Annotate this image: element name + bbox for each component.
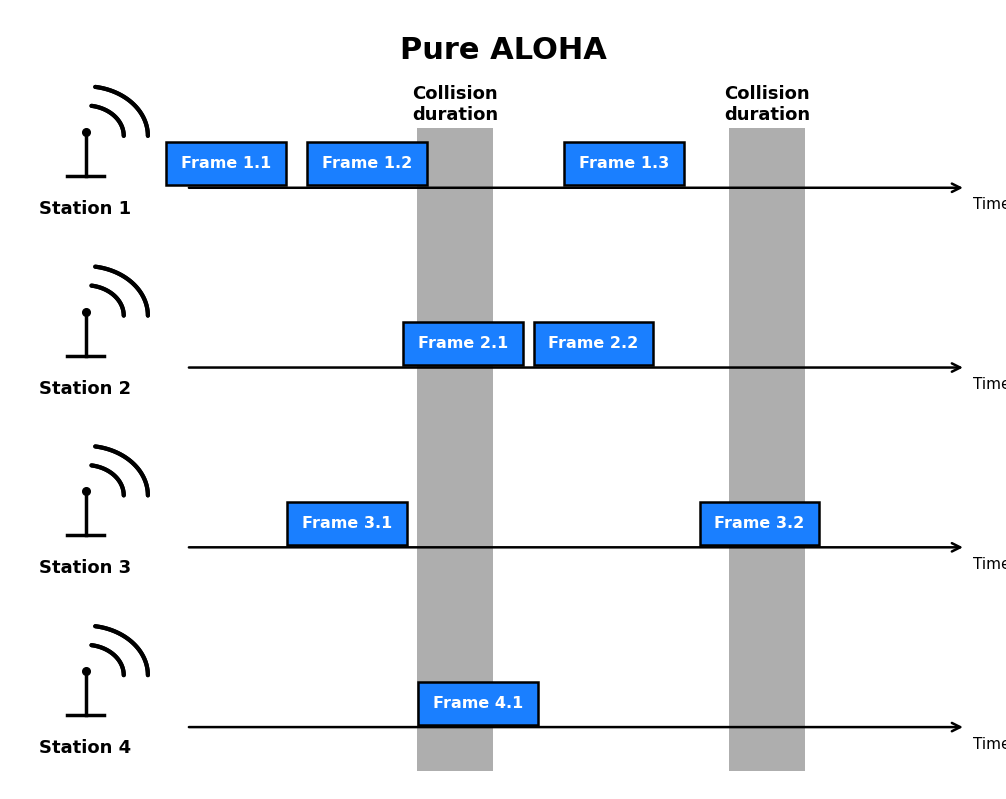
FancyBboxPatch shape <box>307 142 427 185</box>
FancyBboxPatch shape <box>287 502 406 545</box>
FancyBboxPatch shape <box>699 502 819 545</box>
Bar <box>417 128 493 771</box>
Text: Station 4: Station 4 <box>39 739 132 757</box>
Text: Frame 1.3: Frame 1.3 <box>578 157 669 171</box>
Text: Frame 3.1: Frame 3.1 <box>302 516 392 531</box>
Text: Frame 2.1: Frame 2.1 <box>417 336 508 351</box>
Text: Time: Time <box>973 197 1006 213</box>
Text: Station 3: Station 3 <box>39 559 132 578</box>
FancyBboxPatch shape <box>563 142 683 185</box>
Text: Frame 2.2: Frame 2.2 <box>548 336 639 351</box>
Text: Frame 1.2: Frame 1.2 <box>322 157 412 171</box>
Text: Time: Time <box>973 557 1006 572</box>
Text: Frame 3.2: Frame 3.2 <box>714 516 805 531</box>
Text: Frame 1.1: Frame 1.1 <box>181 157 272 171</box>
FancyBboxPatch shape <box>417 682 537 725</box>
Text: Pure ALOHA: Pure ALOHA <box>399 36 607 65</box>
Text: Station 1: Station 1 <box>39 200 132 218</box>
FancyBboxPatch shape <box>533 322 653 365</box>
FancyBboxPatch shape <box>166 142 287 185</box>
Text: Collision
duration: Collision duration <box>724 85 810 124</box>
Text: Collision
duration: Collision duration <box>412 85 498 124</box>
Text: Station 2: Station 2 <box>39 380 132 398</box>
Bar <box>729 128 805 771</box>
Text: Time: Time <box>973 377 1006 392</box>
Text: Frame 4.1: Frame 4.1 <box>433 696 523 710</box>
FancyBboxPatch shape <box>402 322 523 365</box>
Text: Time: Time <box>973 737 1006 752</box>
